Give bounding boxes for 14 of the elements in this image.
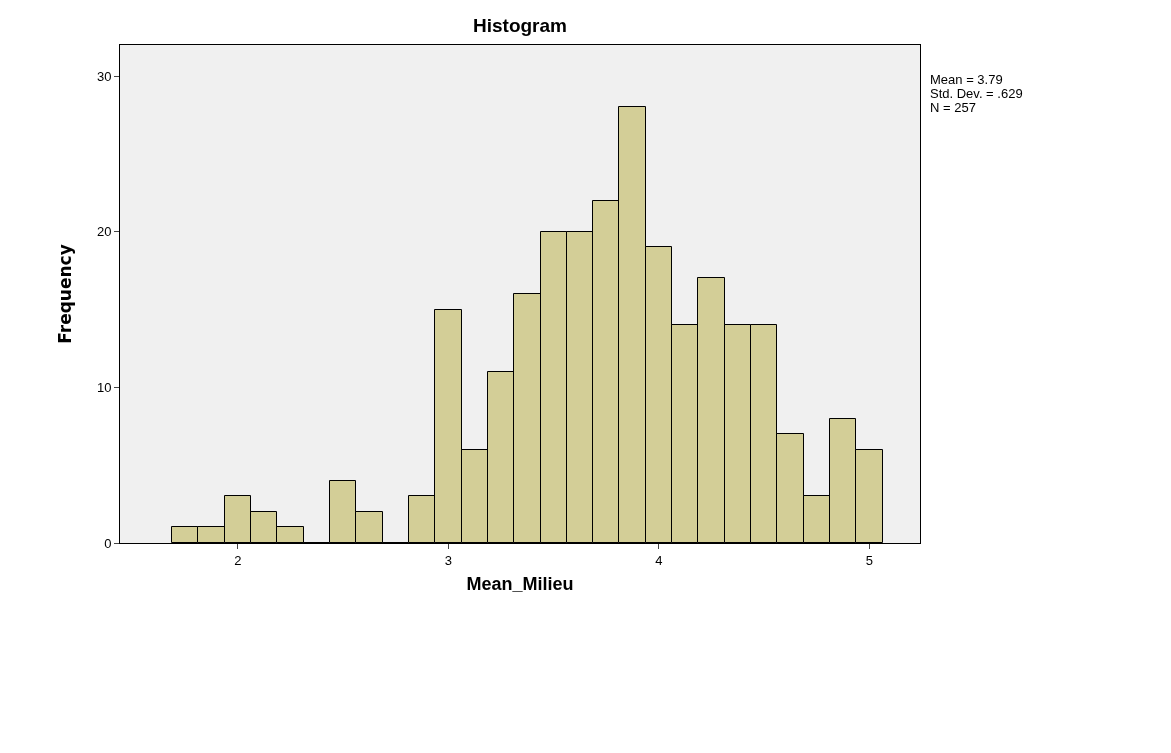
text: N = 257	[930, 100, 976, 115]
x-tick-label: 2	[234, 552, 242, 568]
x-axis-title: Mean_Milieu	[466, 573, 574, 594]
text: Mean = 3.79	[930, 72, 1003, 87]
x-tick-label: 5	[865, 552, 874, 568]
y-axis-title: Frequency	[55, 244, 76, 344]
x-tick-label: 3	[444, 552, 453, 568]
text: Std. Dev. = .629	[930, 86, 1023, 101]
y-tick-label: 20	[96, 224, 112, 240]
chart-title: Histogram	[473, 15, 567, 37]
x-tick-label: 4	[655, 552, 663, 568]
y-tick-label: 0	[104, 535, 112, 551]
y-tick-label: 30	[96, 68, 112, 84]
y-tick-label: 10	[96, 379, 112, 395]
